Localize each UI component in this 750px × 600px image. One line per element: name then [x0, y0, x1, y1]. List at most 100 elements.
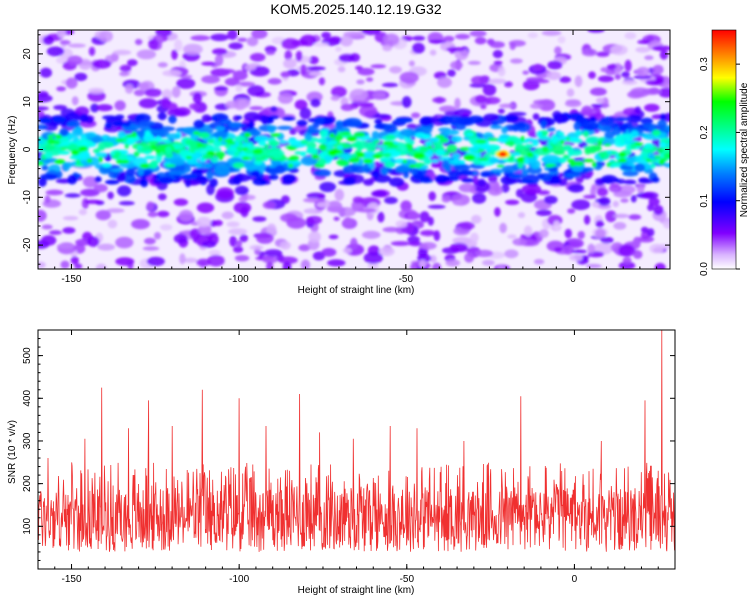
- heat-cell: [427, 204, 446, 209]
- heat-cell: [381, 157, 389, 161]
- heat-cell: [40, 67, 52, 78]
- heat-cell: [136, 49, 157, 60]
- heat-cell: [38, 106, 49, 111]
- top-y-tick-label: -10: [22, 190, 33, 205]
- heat-cell: [154, 232, 161, 240]
- heat-cell: [473, 159, 482, 165]
- heat-cell: [505, 199, 520, 205]
- bottom-x-tick-label: -150: [62, 574, 82, 585]
- heat-cell: [563, 154, 569, 158]
- heat-cell: [419, 146, 429, 153]
- heat-cell: [501, 126, 508, 134]
- heat-cell: [133, 89, 145, 97]
- heat-cell: [667, 154, 670, 159]
- heat-cell: [59, 40, 71, 45]
- heat-cell: [62, 162, 70, 172]
- heat-cell: [75, 106, 90, 117]
- heat-cell: [178, 209, 194, 222]
- top-x-axis: -150 -100 -50 0: [37, 30, 658, 285]
- heat-cell: [114, 151, 122, 156]
- heat-cell: [650, 163, 656, 169]
- heat-cell: [45, 189, 64, 196]
- heat-cell: [55, 134, 63, 140]
- heat-cell: [567, 183, 585, 193]
- heat-cell: [618, 124, 628, 132]
- heat-cell: [412, 42, 425, 54]
- heat-cell: [313, 169, 331, 178]
- heat-cell: [555, 114, 563, 124]
- heat-cell: [308, 231, 321, 243]
- heat-cell: [600, 174, 618, 184]
- heat-cell: [564, 172, 582, 178]
- heat-cell: [589, 116, 597, 121]
- heat-cell: [613, 222, 627, 230]
- heat-cell: [115, 257, 135, 266]
- heat-cell: [536, 173, 545, 179]
- heat-cell: [280, 71, 291, 78]
- heat-cell: [565, 136, 571, 142]
- heat-cell: [559, 76, 572, 83]
- heat-cell: [271, 159, 282, 166]
- heat-cell: [454, 157, 459, 164]
- top-y-tick-label: -20: [22, 237, 33, 252]
- heat-cell: [482, 259, 495, 266]
- heat-cell: [632, 250, 643, 259]
- heat-cell: [244, 64, 257, 71]
- heat-cell: [527, 32, 539, 39]
- heat-cell: [465, 132, 475, 137]
- heat-cell: [411, 112, 421, 119]
- heat-cell: [93, 148, 100, 154]
- heat-cell: [133, 151, 140, 158]
- heat-cell: [167, 109, 187, 117]
- heat-cell: [318, 143, 327, 151]
- heat-cell: [346, 135, 358, 142]
- heat-cell: [603, 143, 612, 147]
- heat-cell: [268, 174, 279, 180]
- heat-cell: [214, 151, 226, 158]
- heat-cell: [571, 249, 588, 254]
- heat-cell: [608, 184, 622, 193]
- heat-cell: [553, 150, 566, 155]
- heat-cell: [432, 140, 444, 148]
- heat-cell: [645, 148, 656, 154]
- heat-cell: [493, 60, 503, 65]
- heat-cell: [237, 37, 248, 42]
- heat-cell: [279, 241, 291, 250]
- heat-cell: [49, 230, 62, 235]
- heat-cell: [201, 61, 216, 66]
- heat-cell: [102, 163, 112, 168]
- heat-cell: [583, 130, 589, 138]
- heat-cell: [79, 113, 89, 123]
- heat-cell: [620, 198, 629, 203]
- heat-cell: [417, 254, 432, 263]
- heat-cell: [206, 169, 214, 180]
- heat-cell: [295, 50, 303, 62]
- heat-cell: [536, 131, 543, 138]
- heat-cell: [544, 195, 558, 205]
- heat-cell: [321, 247, 337, 257]
- heat-cell: [587, 30, 605, 33]
- bottom-y-axis-label: SNR (10 * v/v): [7, 420, 18, 484]
- snr-plot: -150 -100 -50 0 100 200 300 400 500 Height of s…: [7, 329, 676, 596]
- heat-cell: [213, 219, 223, 227]
- heat-cell: [621, 71, 630, 78]
- heat-cell: [355, 140, 361, 144]
- heat-cell: [443, 35, 455, 43]
- heat-cell: [337, 66, 346, 73]
- heat-cell: [248, 156, 253, 161]
- heat-cell: [310, 98, 321, 108]
- heat-cell: [613, 213, 630, 219]
- heat-cell: [185, 139, 195, 146]
- heat-cell: [146, 256, 165, 267]
- heat-cell: [62, 140, 71, 147]
- heat-cell: [350, 237, 358, 250]
- heat-cell: [640, 117, 654, 125]
- heat-cell: [138, 82, 150, 90]
- heat-cell: [208, 249, 221, 256]
- heat-cell: [334, 188, 345, 201]
- heat-cell: [563, 144, 572, 151]
- heat-cell: [658, 87, 670, 98]
- heat-cell: [471, 214, 482, 224]
- heat-cell: [566, 88, 575, 97]
- heat-cell: [490, 124, 503, 130]
